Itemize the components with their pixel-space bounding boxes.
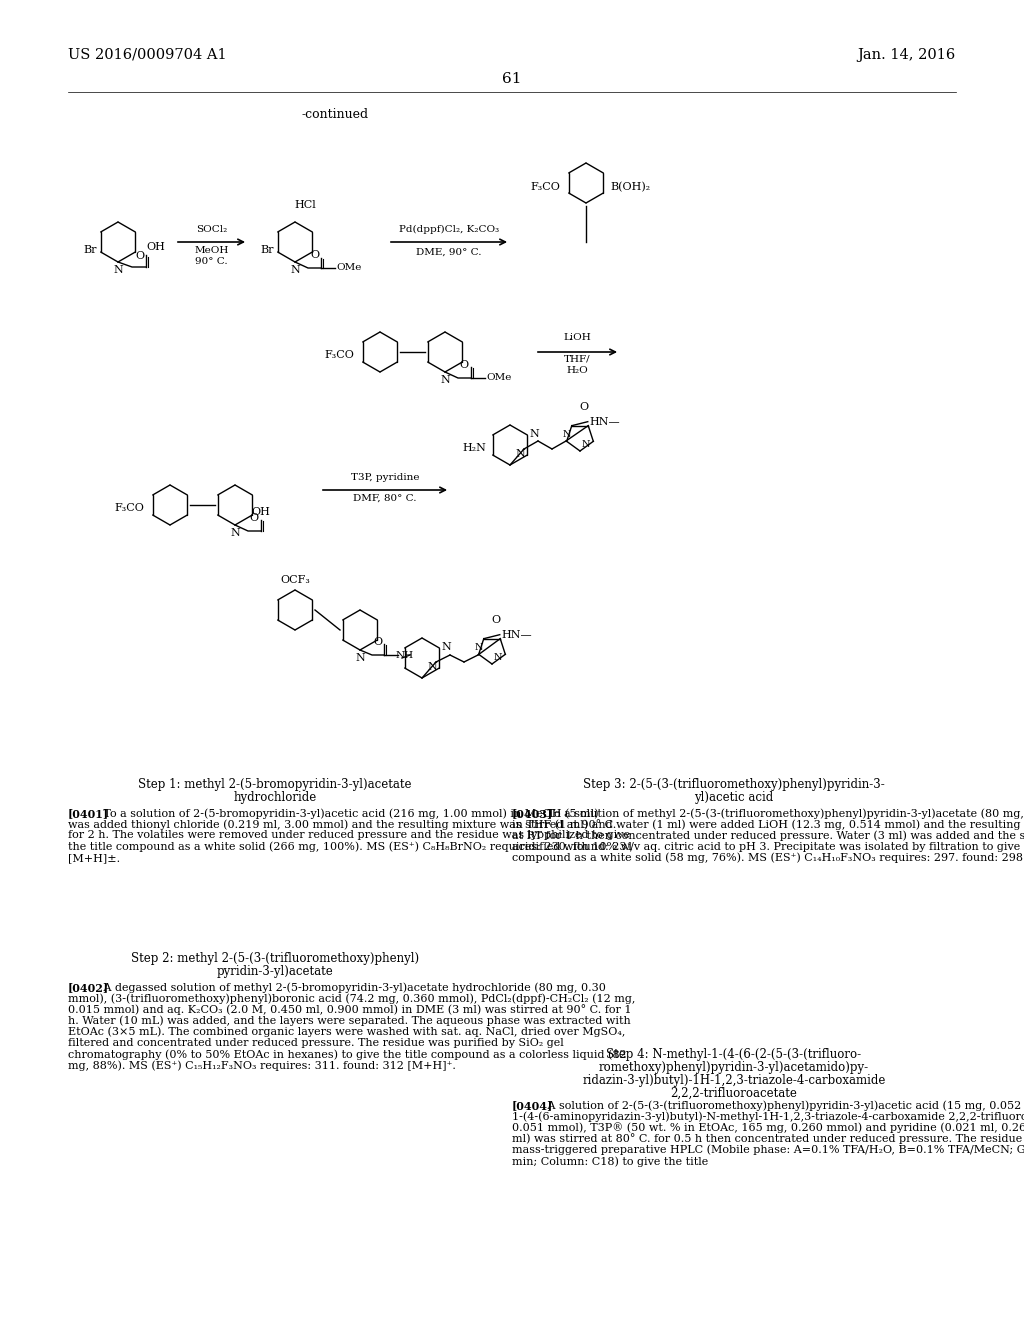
Text: N: N xyxy=(113,265,123,275)
Text: Jan. 14, 2016: Jan. 14, 2016 xyxy=(858,48,956,62)
Text: compound as a white solid (58 mg, 76%). MS (ES⁺) C₁₄H₁₀F₃NO₃ requires: 297. foun: compound as a white solid (58 mg, 76%). … xyxy=(512,853,1024,863)
Text: pyridin-3-yl)acetate: pyridin-3-yl)acetate xyxy=(217,965,334,978)
Text: 0.051 mmol), T3P® (50 wt. % in EtOAc, 165 mg, 0.260 mmol) and pyridine (0.021 ml: 0.051 mmol), T3P® (50 wt. % in EtOAc, 16… xyxy=(512,1122,1024,1133)
Text: N: N xyxy=(290,265,300,275)
Text: HN—: HN— xyxy=(590,417,621,426)
Text: for 2 h. The volatiles were removed under reduced pressure and the residue was l: for 2 h. The volatiles were removed unde… xyxy=(68,830,630,841)
Text: yl)acetic acid: yl)acetic acid xyxy=(694,791,773,804)
Text: N: N xyxy=(441,642,451,652)
Text: N: N xyxy=(515,449,525,459)
Text: O: O xyxy=(492,615,501,624)
Text: MeOH: MeOH xyxy=(195,246,228,255)
Text: H₂N: H₂N xyxy=(462,444,486,453)
Text: [0403]: [0403] xyxy=(512,808,553,818)
Text: 2,2,2-trifluoroacetate: 2,2,2-trifluoroacetate xyxy=(671,1086,798,1100)
Text: F₃CO: F₃CO xyxy=(530,182,560,191)
Text: HCl: HCl xyxy=(294,201,315,210)
Text: 0.015 mmol) and aq. K₂CO₃ (2.0 M, 0.450 ml, 0.900 mmol) in DME (3 ml) was stirre: 0.015 mmol) and aq. K₂CO₃ (2.0 M, 0.450 … xyxy=(68,1005,632,1015)
Text: Step 4: N-methyl-1-(4-(6-(2-(5-(3-(trifluoro-: Step 4: N-methyl-1-(4-(6-(2-(5-(3-(trifl… xyxy=(606,1048,861,1061)
Text: h. Water (10 mL) was added, and the layers were separated. The aqueous phase was: h. Water (10 mL) was added, and the laye… xyxy=(68,1015,631,1026)
Text: T3P, pyridine: T3P, pyridine xyxy=(351,473,419,482)
Text: Step 3: 2-(5-(3-(trifluoromethoxy)phenyl)pyridin-3-: Step 3: 2-(5-(3-(trifluoromethoxy)phenyl… xyxy=(583,777,885,791)
Text: filtered and concentrated under reduced pressure. The residue was purified by Si: filtered and concentrated under reduced … xyxy=(68,1038,564,1048)
Text: ridazin-3-yl)butyl)-1H-1,2,3-triazole-4-carboxamide: ridazin-3-yl)butyl)-1H-1,2,3-triazole-4-… xyxy=(583,1074,886,1086)
Text: To a solution of methyl 2-(5-(3-(trifluoromethoxy)phenyl)pyridin-3-yl)acetate (8: To a solution of methyl 2-(5-(3-(trifluo… xyxy=(537,808,1024,818)
Text: Step 2: methyl 2-(5-(3-(trifluoromethoxy)phenyl): Step 2: methyl 2-(5-(3-(trifluoromethoxy… xyxy=(131,952,419,965)
Text: N: N xyxy=(428,663,437,672)
Text: mg, 88%). MS (ES⁺) C₁₅H₁₂F₃NO₃ requires: 311. found: 312 [M+H]⁺.: mg, 88%). MS (ES⁺) C₁₅H₁₂F₃NO₃ requires:… xyxy=(68,1060,456,1071)
Text: 61: 61 xyxy=(502,73,522,86)
Text: [0401]: [0401] xyxy=(68,808,110,818)
Text: A solution of 2-(5-(3-(trifluoromethoxy)phenyl)pyridin-3-yl)acetic acid (15 mg, : A solution of 2-(5-(3-(trifluoromethoxy)… xyxy=(537,1100,1024,1110)
Text: Pd(dppf)Cl₂, K₂CO₃: Pd(dppf)Cl₂, K₂CO₃ xyxy=(399,224,499,234)
Text: O: O xyxy=(310,249,319,260)
Text: OMe: OMe xyxy=(486,374,511,383)
Text: 1-(4-(6-aminopyridazin-3-yl)butyl)-N-methyl-1H-1,2,3-triazole-4-carboxamide 2,2,: 1-(4-(6-aminopyridazin-3-yl)butyl)-N-met… xyxy=(512,1111,1024,1122)
Text: OCF₃: OCF₃ xyxy=(280,576,310,585)
Text: A degassed solution of methyl 2-(5-bromopyridin-3-yl)acetate hydrochloride (80 m: A degassed solution of methyl 2-(5-bromo… xyxy=(93,982,606,993)
Text: [M+H]±.: [M+H]±. xyxy=(68,853,120,863)
Text: -continued: -continued xyxy=(301,108,369,121)
Text: was added thionyl chloride (0.219 ml, 3.00 mmol) and the resulting mixture was s: was added thionyl chloride (0.219 ml, 3.… xyxy=(68,820,616,830)
Text: O: O xyxy=(135,251,144,261)
Text: DMF, 80° C.: DMF, 80° C. xyxy=(353,494,417,503)
Text: hydrochloride: hydrochloride xyxy=(233,791,316,804)
Text: O: O xyxy=(460,360,469,370)
Text: To a solution of 2-(5-bromopyridin-3-yl)acetic acid (216 mg, 1.00 mmol) in MeOH : To a solution of 2-(5-bromopyridin-3-yl)… xyxy=(93,808,598,818)
Text: the title compound as a white solid (266 mg, 100%). MS (ES⁺) C₈H₈BrNO₂ requires:: the title compound as a white solid (266… xyxy=(68,842,634,853)
Text: F₃CO: F₃CO xyxy=(114,503,144,513)
Text: NH: NH xyxy=(396,651,414,660)
Text: O: O xyxy=(374,638,383,647)
Text: N: N xyxy=(474,643,483,652)
Text: OH: OH xyxy=(146,242,165,252)
Text: HN—: HN— xyxy=(502,630,532,640)
Text: LiOH: LiOH xyxy=(563,333,592,342)
Text: at RT for 1 h then concentrated under reduced pressure. Water (3 ml) was added a: at RT for 1 h then concentrated under re… xyxy=(512,830,1024,841)
Text: mass-triggered preparative HPLC (Mobile phase: A=0.1% TFA/H₂O, B=0.1% TFA/MeCN; : mass-triggered preparative HPLC (Mobile … xyxy=(512,1144,1024,1155)
Text: chromatography (0% to 50% EtOAc in hexanes) to give the title compound as a colo: chromatography (0% to 50% EtOAc in hexan… xyxy=(68,1049,627,1060)
Text: in THF (1 ml) and water (1 ml) were added LiOH (12.3 mg, 0.514 mmol) and the res: in THF (1 ml) and water (1 ml) were adde… xyxy=(512,820,1024,830)
Text: OMe: OMe xyxy=(336,264,361,272)
Text: N: N xyxy=(529,429,539,440)
Text: N: N xyxy=(582,440,591,449)
Text: DME, 90° C.: DME, 90° C. xyxy=(416,248,481,257)
Text: O: O xyxy=(250,513,259,523)
Text: OH: OH xyxy=(252,507,270,517)
Text: F₃CO: F₃CO xyxy=(325,350,354,360)
Text: EtOAc (3×5 mL). The combined organic layers were washed with sat. aq. NaCl, drie: EtOAc (3×5 mL). The combined organic lay… xyxy=(68,1027,626,1038)
Text: US 2016/0009704 A1: US 2016/0009704 A1 xyxy=(68,48,226,62)
Text: N: N xyxy=(230,528,240,539)
Text: Br: Br xyxy=(260,246,273,255)
Text: ml) was stirred at 80° C. for 0.5 h then concentrated under reduced pressure. Th: ml) was stirred at 80° C. for 0.5 h then… xyxy=(512,1134,1024,1144)
Text: min; Column: C18) to give the title: min; Column: C18) to give the title xyxy=(512,1156,709,1167)
Text: Step 1: methyl 2-(5-bromopyridin-3-yl)acetate: Step 1: methyl 2-(5-bromopyridin-3-yl)ac… xyxy=(138,777,412,791)
Text: H₂O: H₂O xyxy=(566,366,589,375)
Text: mmol), (3-(trifluoromethoxy)phenyl)boronic acid (74.2 mg, 0.360 mmol), PdCl₂(dpp: mmol), (3-(trifluoromethoxy)phenyl)boron… xyxy=(68,993,635,1003)
Text: Br: Br xyxy=(83,246,96,255)
Text: [0404]: [0404] xyxy=(512,1100,553,1111)
Text: acidified with 10% w/v aq. citric acid to pH 3. Precipitate was isolated by filt: acidified with 10% w/v aq. citric acid t… xyxy=(512,842,1024,851)
Text: N: N xyxy=(440,375,450,385)
Text: B(OH)₂: B(OH)₂ xyxy=(610,182,650,193)
Text: THF/: THF/ xyxy=(564,355,591,364)
Text: romethoxy)phenyl)pyridin-3-yl)acetamido)py-: romethoxy)phenyl)pyridin-3-yl)acetamido)… xyxy=(599,1061,869,1074)
Text: N: N xyxy=(494,653,503,663)
Text: N: N xyxy=(355,653,365,663)
Text: SOCl₂: SOCl₂ xyxy=(196,224,227,234)
Text: O: O xyxy=(580,401,589,412)
Text: 90° C.: 90° C. xyxy=(196,257,227,267)
Text: N: N xyxy=(562,430,571,440)
Text: [0402]: [0402] xyxy=(68,982,110,993)
